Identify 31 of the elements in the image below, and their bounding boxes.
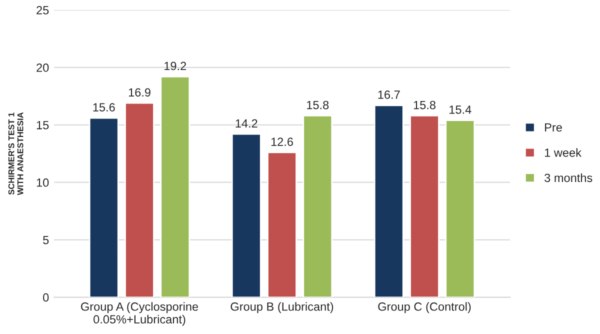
data-label: 16.9 <box>128 88 150 97</box>
data-label: 14.2 <box>236 119 258 128</box>
y-tick-label: 10 <box>36 178 49 187</box>
x-tick-label: Group A (Cyclosporine 0.05%+Lubricant) <box>81 302 198 326</box>
x-tick-label: Group C (Control) <box>378 302 471 314</box>
y-tick-label: 25 <box>36 6 49 14</box>
bar <box>160 76 190 298</box>
y-tick-label: 15 <box>36 121 49 130</box>
legend-label: Pre <box>545 123 562 132</box>
x-tick-label: Group B (Lubricant) <box>230 302 334 314</box>
data-label: 15.8 <box>307 100 329 110</box>
legend-label: 1 week <box>544 148 582 157</box>
bar <box>445 120 476 298</box>
data-label: 15.4 <box>450 106 472 114</box>
y-tick-label: 20 <box>36 64 49 72</box>
bar <box>267 152 297 298</box>
y-tick-label: 0 <box>43 293 49 302</box>
data-label: 16.7 <box>378 90 400 99</box>
legend-label: 3 months <box>544 173 592 182</box>
y-tick-label: 5 <box>43 236 49 244</box>
data-label: 15.6 <box>93 103 115 112</box>
bar <box>231 133 262 298</box>
bar <box>88 117 119 298</box>
data-label: 15.8 <box>414 100 436 110</box>
y-axis-title: SCHIRMER'S TEST 1 WITH ANAESTHESIA <box>8 112 24 196</box>
bar <box>374 104 404 298</box>
data-label: 12.6 <box>271 138 293 146</box>
bar <box>302 115 333 298</box>
bar <box>124 102 154 298</box>
data-label: 19.2 <box>164 62 186 70</box>
bar <box>410 115 440 298</box>
